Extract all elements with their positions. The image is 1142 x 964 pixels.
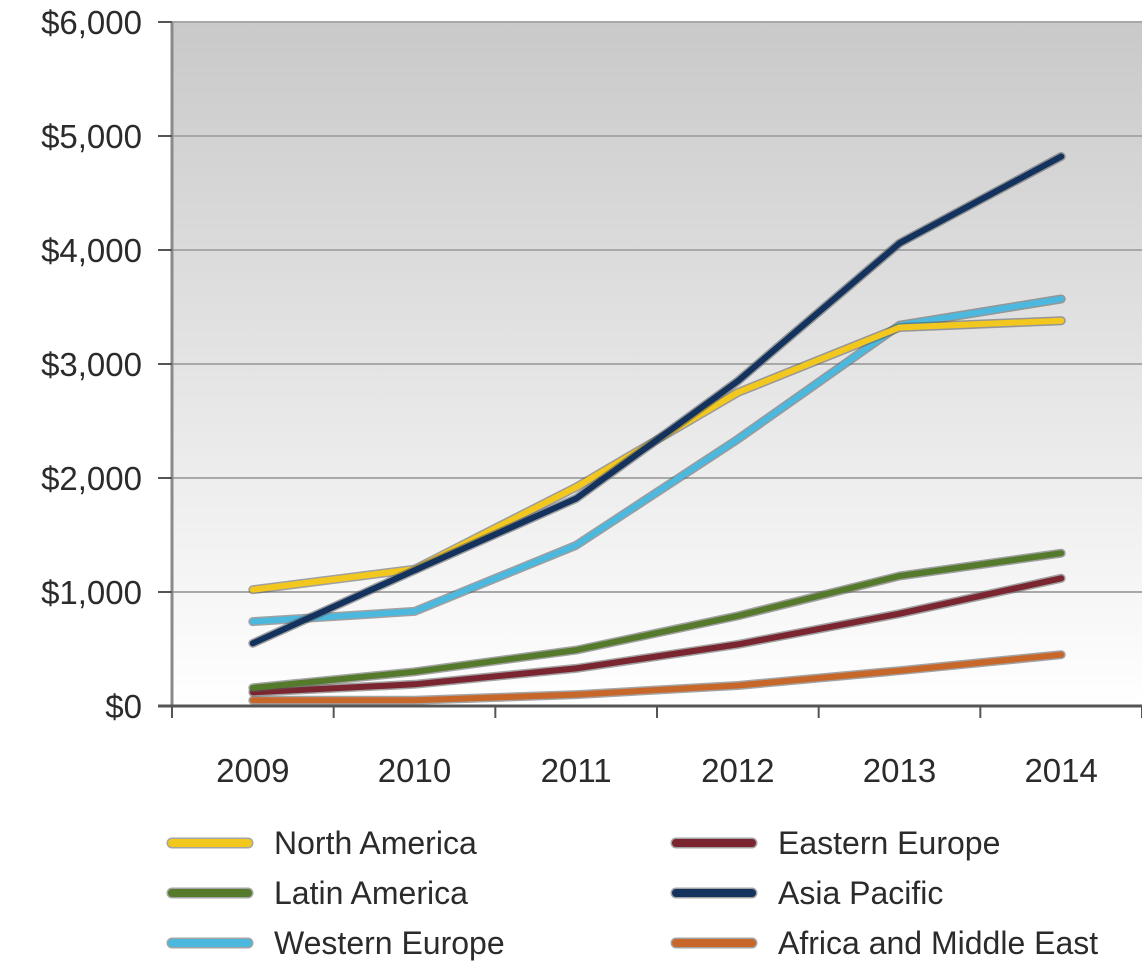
- series-lines: [248, 152, 1066, 705]
- y-tick-label: $5,000: [41, 118, 142, 155]
- x-tick-label: 2010: [378, 752, 451, 789]
- y-tick-label: $2,000: [41, 460, 142, 497]
- series-line-latin-america: [249, 550, 1065, 691]
- x-tick-label: 2009: [216, 752, 289, 789]
- x-tick-label: 2014: [1024, 752, 1097, 789]
- x-tick-label: 2013: [863, 752, 936, 789]
- series-line-africa-and-middle-east: [249, 651, 1065, 704]
- series-line-asia-pacific: [249, 153, 1065, 647]
- x-tick-label: 2012: [701, 752, 774, 789]
- series-line-eastern-europe: [249, 575, 1065, 696]
- legend: North America Latin America Western Europe…: [166, 825, 1098, 961]
- legend-label-latin-america: Latin America: [274, 875, 468, 911]
- legend-label-north-america: North America: [274, 825, 477, 861]
- y-tick-label: $6,000: [41, 4, 142, 41]
- legend-label-africa-and-middle-east: Africa and Middle East: [778, 925, 1098, 961]
- x-tick-label: 2011: [541, 752, 612, 789]
- y-tick-label: $1,000: [41, 574, 142, 611]
- axes: [158, 21, 1142, 718]
- y-axis-ticks: $0 $1,000 $2,000 $3,000 $4,000 $5,000 $6,000: [41, 4, 142, 725]
- gridlines: [172, 21, 1142, 593]
- series-line-western-europe: [249, 296, 1065, 625]
- y-tick-label: $3,000: [41, 346, 142, 383]
- x-axis-ticks: 2009 2010 2011 2012 2013 2014: [216, 752, 1098, 789]
- y-tick-label: $4,000: [41, 232, 142, 269]
- legend-label-eastern-europe: Eastern Europe: [778, 825, 1000, 861]
- legend-label-western-europe: Western Europe: [274, 925, 505, 961]
- y-tick-label: $0: [105, 688, 142, 725]
- legend-label-asia-pacific: Asia Pacific: [778, 875, 943, 911]
